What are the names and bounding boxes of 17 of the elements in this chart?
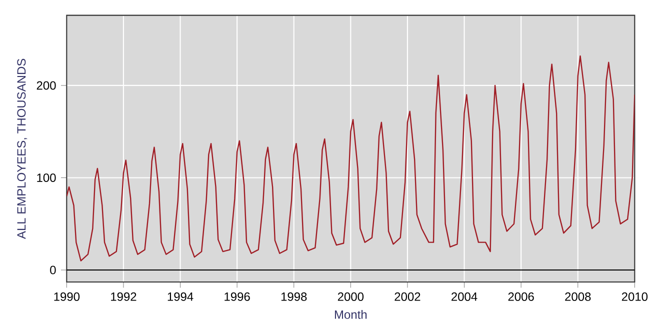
x-tick-label: 1998 bbox=[281, 292, 307, 301]
x-tick-label: 2010 bbox=[622, 292, 648, 301]
y-tick-label: 0 bbox=[50, 266, 56, 274]
x-axis-title: Month bbox=[334, 310, 367, 319]
x-tick-label: 2004 bbox=[452, 292, 478, 301]
y-tick-label: 100 bbox=[37, 173, 56, 182]
x-tick-label: 2008 bbox=[565, 292, 591, 301]
y-axis-title: ALL EMPLOYEES, THOUSANDS bbox=[17, 58, 28, 240]
line-series bbox=[66, 55, 635, 262]
y-tick-label: 200 bbox=[36, 81, 56, 90]
x-tick-label: 1996 bbox=[224, 292, 250, 301]
x-tick-label: 1994 bbox=[168, 292, 194, 301]
x-tick-label: 2000 bbox=[338, 292, 364, 301]
x-tick-label: 2002 bbox=[394, 292, 420, 301]
x-tick-label: 2006 bbox=[508, 292, 534, 301]
x-tick-label: 1992 bbox=[111, 292, 136, 301]
x-tick-label: 1990 bbox=[54, 292, 80, 301]
